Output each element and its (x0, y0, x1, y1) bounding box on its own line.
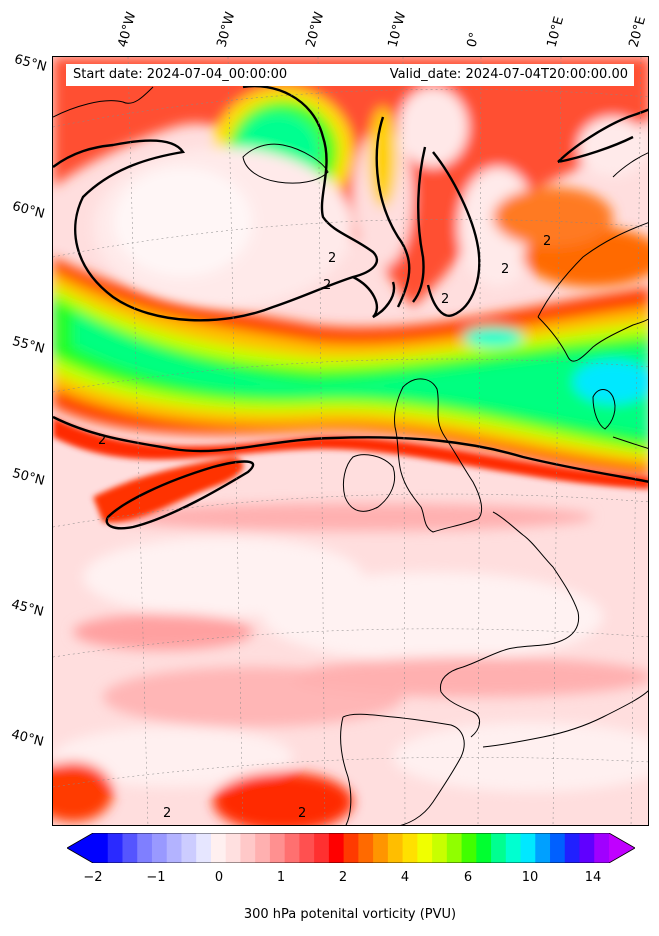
colorbar-segment (343, 833, 359, 863)
lat-label-65: 65°N (12, 52, 49, 75)
contour-label: 2 (328, 251, 336, 266)
colorbar-segment (461, 833, 477, 863)
contour-label: 2 (163, 806, 171, 821)
contour-label: 2 (441, 292, 449, 307)
colorbar-segment (373, 833, 389, 863)
colorbar-segment (535, 833, 551, 863)
contour-label: 2 (298, 806, 306, 821)
colorbar-tick: 14 (584, 870, 602, 885)
colorbar-segment (210, 833, 227, 863)
colorbar-segment (476, 833, 492, 863)
colorbar-tick: −2 (83, 870, 103, 885)
pv-map: 2 2 2 2 2 2 2 2 (52, 56, 649, 826)
colorbar-tick: 4 (400, 870, 410, 885)
start-date-text: Start date: 2024-07-04_00:00:00 (73, 67, 288, 82)
colorbar-segment (166, 833, 183, 863)
colorbar-segment (255, 833, 271, 863)
colorbar-segment (151, 833, 168, 863)
colorbar-segment (181, 833, 197, 863)
colorbar-segment (446, 833, 463, 863)
colorbar-tick: 0 (214, 870, 224, 885)
colorbar-segment (594, 833, 610, 863)
lon-label-10e: 10°E (544, 14, 568, 50)
colorbar-segment (93, 833, 109, 863)
lon-label-0: 0° (464, 30, 483, 49)
colorbar-tick: 1 (276, 870, 286, 885)
colorbar-segment (122, 833, 138, 863)
contour-label: 2 (323, 278, 331, 293)
jet-south-edge (53, 417, 648, 523)
colorbar-tick: 10 (521, 870, 539, 885)
colorbar-segment (107, 833, 124, 863)
valid-date-text: Valid_date: 2024-07-04T20:00:00.00 (389, 67, 628, 82)
lat-label-45: 45°N (9, 597, 46, 620)
lon-label-20w: 20°W (303, 10, 328, 49)
lon-label-40w: 40°W (115, 10, 140, 49)
colorbar-label: 300 hPa potenital vorticity (PVU) (243, 907, 457, 922)
lat-label-40: 40°N (9, 727, 46, 750)
colorbar-segment (225, 833, 242, 863)
date-header: Start date: 2024-07-04_00:00:00 Valid_da… (66, 64, 634, 86)
lat-label-55: 55°N (10, 334, 47, 357)
colorbar-segment (564, 833, 581, 863)
colorbar-segment (314, 833, 330, 863)
pv-map-svg: 2 2 2 2 2 2 2 2 (53, 57, 648, 825)
contour-label: 2 (501, 262, 509, 277)
colorbar-segment (417, 833, 433, 863)
lon-label-20e: 20°E (626, 14, 650, 50)
colorbar-tick: 6 (463, 870, 473, 885)
colorbar-segment (284, 833, 300, 863)
colorbar-segment (402, 833, 418, 863)
colorbar-segment (196, 833, 212, 863)
colorbar-segment (240, 833, 256, 863)
colorbar-segment (579, 833, 595, 863)
lon-label-10w: 10°W (385, 10, 410, 49)
contour-label: 2 (543, 234, 551, 249)
coastlines (53, 86, 648, 825)
jet-stream (53, 257, 648, 477)
colorbar-tick: −1 (146, 870, 166, 885)
colorbar-segment (432, 833, 448, 863)
lon-label-30w: 30°W (214, 10, 239, 49)
northern-structures (53, 57, 648, 307)
colorbar (67, 833, 635, 863)
colorbar-segment (137, 833, 153, 863)
colorbar-segment (387, 833, 404, 863)
pv-2-contours (53, 84, 648, 530)
colorbar-segment (491, 833, 507, 863)
colorbar-segment (505, 833, 522, 863)
colorbar-segment (328, 833, 345, 863)
colorbar-min-arrow (67, 833, 93, 863)
colorbar-segment (299, 833, 315, 863)
graticule (53, 57, 648, 825)
colorbar-max-arrow (609, 833, 635, 863)
colorbar-segment (520, 833, 536, 863)
southern-field (53, 503, 648, 825)
colorbar-segment (358, 833, 374, 863)
lat-label-60: 60°N (10, 199, 47, 222)
colorbar-segment (550, 833, 566, 863)
lat-label-50: 50°N (10, 466, 47, 489)
colorbar-segment (269, 833, 286, 863)
contour-label: 2 (98, 433, 106, 448)
colorbar-tick: 2 (338, 870, 348, 885)
